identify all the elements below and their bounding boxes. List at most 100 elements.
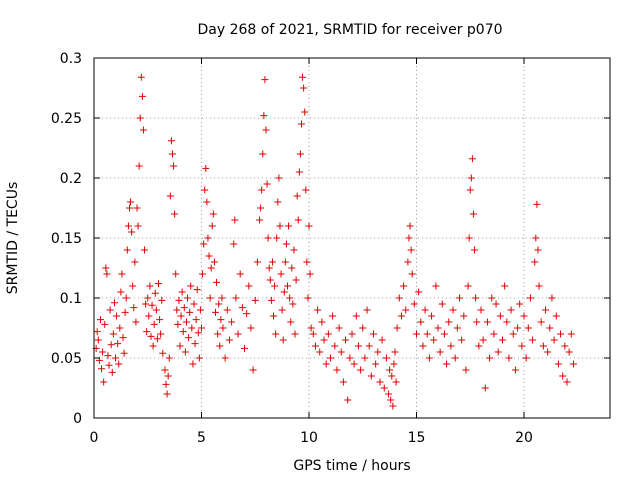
data-point — [179, 328, 187, 336]
data-point — [488, 294, 496, 302]
data-point — [115, 360, 123, 368]
data-point — [428, 312, 436, 320]
data-point — [266, 276, 274, 284]
data-point — [380, 384, 388, 392]
data-point — [162, 380, 170, 388]
data-point — [288, 264, 296, 272]
data-point — [344, 396, 352, 404]
data-point — [290, 246, 298, 254]
data-point — [196, 306, 204, 314]
data-point — [102, 264, 110, 272]
data-point — [490, 330, 498, 338]
data-point — [215, 300, 223, 308]
data-point — [499, 336, 506, 344]
data-point — [231, 216, 239, 224]
data-point — [112, 354, 119, 362]
data-point — [292, 276, 300, 284]
data-point — [253, 258, 261, 266]
data-point — [214, 330, 222, 338]
data-point — [121, 308, 129, 316]
data-point — [94, 336, 102, 344]
data-point — [467, 174, 475, 182]
data-point — [291, 330, 299, 338]
data-point — [105, 361, 113, 369]
data-point — [520, 312, 528, 320]
data-point — [322, 360, 330, 368]
data-point — [511, 366, 519, 374]
data-point — [550, 336, 558, 344]
data-point — [518, 342, 526, 350]
data-point — [243, 310, 251, 318]
data-point — [228, 318, 236, 326]
data-point — [128, 228, 136, 236]
data-point — [132, 318, 140, 326]
data-point — [289, 300, 297, 308]
data-point — [440, 330, 448, 338]
data-point — [207, 264, 215, 272]
data-point — [268, 258, 276, 266]
data-point — [142, 300, 150, 308]
data-point — [180, 304, 188, 312]
data-point — [473, 318, 481, 326]
x-axis-label: GPS time / hours — [293, 458, 410, 474]
y-axis-label: SRMTID / TECUs — [5, 182, 21, 295]
data-point — [352, 312, 360, 320]
data-point — [262, 126, 270, 134]
data-point — [119, 334, 127, 342]
data-point — [221, 354, 229, 362]
data-point — [529, 336, 537, 344]
data-point — [108, 368, 116, 376]
data-point — [133, 204, 141, 212]
data-point — [453, 324, 461, 332]
data-point — [391, 348, 399, 356]
data-point — [460, 312, 468, 320]
data-point — [407, 246, 415, 254]
data-point — [425, 354, 433, 362]
data-point — [281, 258, 289, 266]
data-point — [131, 258, 139, 266]
data-point — [191, 340, 199, 348]
data-point — [557, 330, 565, 338]
data-point — [357, 366, 365, 374]
data-point — [278, 306, 286, 314]
data-point — [238, 304, 246, 312]
y-tick-label: 0.3 — [60, 51, 82, 67]
data-point — [385, 390, 393, 398]
x-tick-label: 15 — [408, 430, 426, 446]
data-point — [276, 222, 284, 230]
data-point — [410, 300, 418, 308]
data-point — [210, 258, 218, 266]
data-point — [307, 324, 315, 332]
data-point — [117, 288, 125, 296]
data-point — [241, 344, 248, 352]
data-point — [110, 299, 118, 307]
data-point — [361, 354, 369, 362]
data-point — [189, 360, 197, 368]
data-point — [436, 348, 444, 356]
data-point — [303, 258, 311, 266]
data-point — [363, 306, 371, 314]
data-point — [552, 312, 560, 320]
data-point — [103, 270, 111, 278]
data-point — [204, 234, 212, 242]
data-point — [194, 329, 202, 337]
data-point — [245, 282, 253, 290]
data-point — [166, 192, 174, 200]
data-point — [264, 234, 272, 242]
data-point — [270, 312, 278, 320]
data-point — [195, 354, 203, 362]
data-point — [151, 289, 159, 297]
data-point — [263, 180, 271, 188]
data-point — [159, 349, 167, 357]
data-point — [209, 210, 217, 218]
data-point — [249, 366, 257, 374]
data-point — [100, 378, 108, 386]
data-point — [190, 300, 198, 308]
data-point — [174, 320, 182, 328]
data-point — [302, 186, 310, 194]
data-point — [113, 312, 121, 320]
data-point — [272, 330, 280, 338]
data-point — [256, 216, 264, 224]
data-point — [305, 222, 313, 230]
data-point — [146, 282, 154, 290]
